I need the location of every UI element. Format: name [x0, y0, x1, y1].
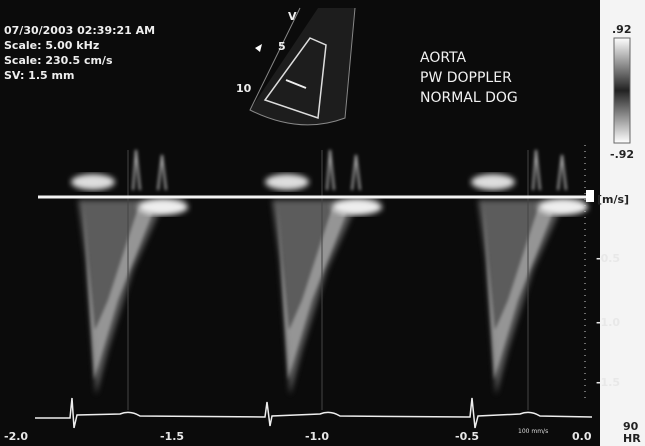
header-line: SV: 1.5 mm: [4, 69, 74, 82]
time-tick: -0.5: [455, 430, 479, 443]
flow-blob: [332, 199, 382, 215]
flow-blob: [538, 199, 588, 215]
velocity-tick: -0.5: [596, 252, 620, 265]
reverse-flow: [71, 174, 115, 190]
study-label: NORMAL DOG: [420, 90, 518, 106]
reverse-flow: [265, 174, 309, 190]
depth-label: 5: [278, 40, 286, 53]
heart-rate-label: HR: [623, 432, 641, 445]
study-label: PW DOPPLER: [420, 70, 512, 86]
gray-scale-bar: [614, 38, 630, 143]
depth-label: 10: [236, 82, 252, 95]
gray-scale-bottom: -.92: [610, 148, 634, 161]
reverse-flow: [471, 174, 515, 190]
time-tick: -1.0: [305, 430, 329, 443]
header-line: Scale: 230.5 cm/s: [4, 54, 113, 67]
velocity-tick: -1.0: [596, 316, 620, 329]
velocity-unit: [m/s]: [597, 193, 629, 206]
sweep-speed: 100 mm/s: [518, 428, 548, 435]
time-tick: -2.0: [4, 430, 28, 443]
study-label: AORTA: [420, 50, 467, 66]
time-tick: 0.0: [572, 430, 592, 443]
header-line: 07/30/2003 02:39:21 AM: [4, 24, 155, 37]
flow-blob: [138, 199, 188, 215]
header-line: Scale: 5.00 kHz: [4, 39, 99, 52]
time-tick: -1.5: [160, 430, 184, 443]
baseline-marker: [586, 190, 594, 202]
sector-marker: V: [288, 10, 297, 23]
doppler-screen: V 5 10 07/30/2003 02:39:21 AM Scale: 5.0…: [0, 0, 645, 446]
gray-scale-top: .92: [612, 23, 632, 36]
velocity-tick: -1.5: [596, 376, 620, 389]
